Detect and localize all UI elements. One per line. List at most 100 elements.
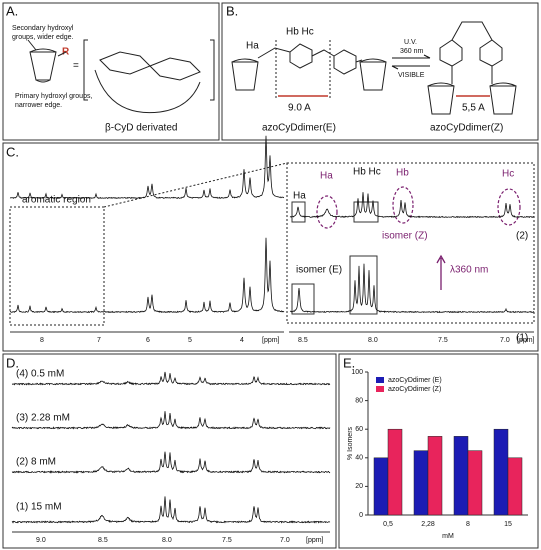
ring-structure [99, 51, 201, 81]
peak-circle [392, 186, 414, 224]
equilibrium-arrows [391, 54, 431, 70]
x-tick-label: 5 [188, 337, 192, 344]
y-tick-label: 60 [355, 426, 363, 433]
x-tick-label: 6 [146, 337, 150, 344]
legend-swatch [376, 377, 384, 383]
proton-label: Ha [246, 41, 259, 52]
panel-e: E. 0 20 40 60 80 100 % Isomers mM 0,5 2,28 8 15 azoC… [343, 355, 528, 540]
spectrum [11, 371, 331, 386]
zoom-box [286, 162, 535, 324]
irradiation-arrow [436, 254, 446, 290]
panel-label: B. [226, 3, 238, 18]
note: Secondary hydroxyl [12, 25, 74, 32]
caption: β-CyD derivated [105, 123, 177, 134]
panel-label: E. [343, 355, 355, 370]
x-tick-label: 8.0 [162, 537, 172, 544]
x-tick-label: 9.0 [36, 537, 46, 544]
y-axis-label: % Isomers [347, 426, 354, 460]
x-tick-label: 8.5 [98, 537, 108, 544]
spectrum [11, 411, 331, 430]
spectrum [11, 451, 331, 474]
x-tick-label: 15 [504, 521, 512, 528]
x-axis-label: mM [442, 533, 454, 540]
cone-icon [29, 48, 57, 83]
guide [275, 40, 331, 100]
x-tick-label: 7.0 [280, 537, 290, 544]
spectrum [289, 192, 535, 219]
x-tick-label: 8.0 [368, 337, 378, 344]
y-tick-label: 20 [355, 483, 363, 490]
note: groups, wider edge. [12, 34, 74, 41]
x-tick-label: 4 [240, 337, 244, 344]
x-tick-label: 7.0 [500, 337, 510, 344]
bar [507, 457, 523, 516]
cone-icon [359, 58, 387, 91]
isomer-label: isomer (Z) [382, 231, 428, 242]
trace-label: (1) [516, 333, 528, 344]
bar [467, 450, 483, 516]
trace-label: (3) 2.28 mM [16, 413, 70, 424]
peak-label: Ha [293, 191, 306, 202]
condition: U.V. [404, 39, 417, 46]
bar [387, 428, 403, 516]
peak-box [349, 255, 378, 315]
x-tick-label: 7.5 [222, 537, 232, 544]
peak-box [353, 201, 379, 223]
trace-label: (2) 8 mM [16, 457, 56, 468]
x-tick-label: 2,28 [421, 521, 435, 528]
bar [493, 428, 509, 516]
panel-a: A. Secondary hydroxyl groups, wider edge… [6, 3, 215, 134]
proton-label: Hb Hc [286, 27, 314, 38]
panel-b: B. Ha Hb Hc 9.0 A azoCyDdimer(E) U.V. 36… [226, 3, 517, 134]
spectrum [289, 263, 535, 314]
spectrum [11, 496, 331, 524]
peak-circle [497, 188, 521, 226]
bar [427, 436, 443, 516]
panel-label: C. [6, 144, 19, 159]
x-tick-label: 0,5 [383, 521, 393, 528]
x-tick-label: 8 [466, 521, 470, 528]
x-tick-label: 7.5 [438, 337, 448, 344]
isomer-label: isomer (E) [296, 265, 342, 276]
trace-label: (2) [516, 231, 528, 242]
distance: 9.0 A [288, 103, 311, 114]
equals: = [73, 61, 79, 72]
legend-swatch [376, 386, 384, 392]
spectrum [9, 135, 285, 200]
peak-label: Hb [396, 168, 409, 179]
peak-box [291, 201, 306, 223]
distance: 5,5 A [462, 103, 485, 114]
bar [413, 450, 429, 516]
peak-label: Ha [320, 171, 333, 182]
y-tick-label: 80 [355, 397, 363, 404]
peak-circle [316, 195, 338, 229]
x-tick-label: 8.5 [298, 337, 308, 344]
irradiation-label: λ360 nm [450, 265, 488, 276]
spectrum [9, 237, 285, 314]
panel-c: C. aromatic region Ha Ha Hb Hc Hb Hc iso… [6, 135, 535, 344]
region-box [9, 206, 105, 326]
x-tick-label: [ppm] [262, 337, 280, 344]
legend-label: azoCyDdimer (Z) [388, 386, 441, 393]
panel-d: D. (4) 0.5 mM (3) 2.28 mM (2) 8 mM (1) 1… [6, 355, 331, 544]
note: narrower edge. [15, 102, 62, 109]
cone-icon [427, 82, 517, 115]
y-tick-label: 100 [351, 369, 363, 376]
condition: 360 nm [400, 48, 424, 55]
x-tick-label: [ppm] [517, 337, 535, 344]
y-tick-label: 40 [355, 455, 363, 462]
trace-label: (1) 15 mM [16, 502, 62, 513]
cone-icon [231, 58, 259, 91]
azo-linker [257, 43, 363, 75]
molecule-name: azoCyDdimer(Z) [430, 123, 503, 134]
bar [453, 436, 469, 516]
ring-closure [94, 69, 201, 114]
condition: VISIBLE [398, 72, 425, 79]
trace-label: (4) 0.5 mM [16, 369, 64, 380]
bar [373, 457, 389, 516]
legend-label: azoCyDdimer (E) [388, 377, 442, 384]
y-tick-label: 0 [359, 512, 363, 519]
bracket [83, 39, 215, 101]
panel-a-frame [2, 2, 220, 141]
